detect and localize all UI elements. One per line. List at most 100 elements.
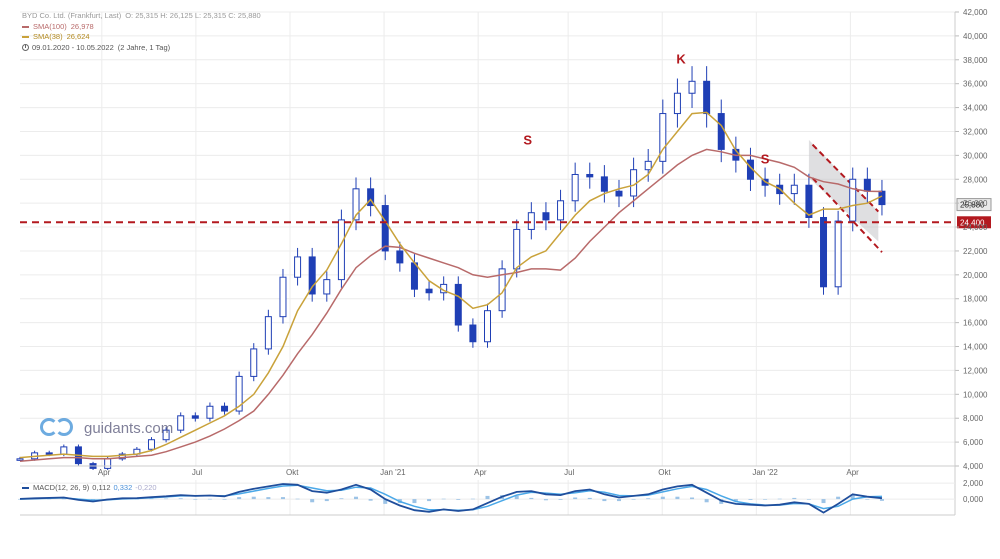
x-tick-label: Apr [846, 468, 859, 477]
macd-histogram-bar [149, 498, 154, 500]
macd-histogram-bar [777, 498, 782, 500]
macd-histogram-bar [237, 497, 242, 500]
candle-body [688, 80, 696, 94]
x-tick-label: Apr [98, 468, 111, 477]
macd-histogram-bar [616, 499, 621, 502]
chart-legend: BYD Co. Ltd. (Frankfurt, Last) O: 25,315… [22, 11, 261, 53]
candle-body [425, 288, 433, 294]
last-price-box [956, 198, 992, 212]
macd-histogram-bar [193, 499, 198, 500]
macd-histogram-bar [821, 499, 826, 504]
macd-histogram-bar [792, 497, 797, 500]
macd-histogram-bar [763, 499, 768, 500]
candle-body [527, 212, 535, 230]
candle-body [162, 429, 170, 441]
y-tick-label: 20,000 [963, 271, 988, 280]
candle-body [849, 178, 857, 222]
pattern-label: S [523, 133, 532, 148]
candle-body [410, 262, 418, 290]
candle-body [571, 173, 579, 202]
x-tick-label: Jan '21 [380, 468, 406, 477]
candle-body [60, 446, 68, 455]
y-tick-label: 4,000 [963, 462, 984, 471]
macd-histogram-bar [18, 498, 22, 500]
support-price-label: 24,400 [960, 218, 985, 227]
legend-sma100-row: SMA(100) 26,978 [22, 22, 261, 33]
macd-histogram-bar [850, 494, 855, 500]
price-candles [16, 66, 886, 470]
macd-histogram-bar [558, 499, 563, 500]
candle-body [16, 458, 24, 461]
macd-histogram-bar [485, 495, 490, 500]
candle-body [206, 405, 214, 419]
candle-body [717, 113, 725, 150]
macd-histogram-bar [339, 498, 344, 500]
x-tick-label: Jul [192, 468, 202, 477]
candle-body [308, 256, 316, 295]
macd-label: MACD(12, 26, 9) [33, 483, 90, 492]
candle-body [323, 279, 331, 295]
candle-body [235, 375, 243, 412]
macd-legend: MACD(12, 26, 9) 0,112 0,332 -0,220 [22, 483, 157, 492]
macd-tick-label: 0,000 [963, 495, 984, 504]
y-tick-label: 36,000 [963, 80, 988, 89]
sma100-line [19, 148, 883, 462]
candle-body [615, 190, 623, 197]
candle-body [542, 212, 550, 221]
macd-histogram-bar [266, 497, 271, 500]
y-tick-label: 24,000 [963, 223, 988, 232]
candle-body [586, 173, 594, 178]
candle-body [45, 452, 53, 455]
candle-body [790, 184, 798, 195]
moving-averages [19, 111, 883, 462]
macd-histogram-bar [660, 496, 665, 500]
candle-body [484, 310, 491, 343]
candle-body [294, 256, 302, 278]
macd-histogram-bar [690, 497, 695, 500]
macd-histogram-bar [368, 499, 373, 501]
candle-body [104, 458, 112, 469]
candle-body [659, 113, 667, 162]
axes: 4,000 6,000 8,000 10,000 12,000 14,000 16,000 1… [20, 8, 988, 515]
macd-histogram-bar [456, 499, 461, 500]
pattern-labels: S K S [523, 51, 769, 166]
y-tick-label: 34,000 [963, 104, 988, 113]
y-tick-label: 18,000 [963, 295, 988, 304]
macd-histogram-bar [879, 499, 884, 501]
support-line: 24,400 25,880 [20, 198, 992, 229]
y-tick-label: 8,000 [963, 414, 984, 423]
candle-body [820, 216, 828, 288]
sma38-label: SMA(38) [33, 32, 63, 41]
macd-histogram-bar [748, 499, 753, 500]
channel-lower-line [811, 177, 883, 253]
candle-body [118, 453, 126, 460]
macd-histogram-bar [646, 498, 651, 500]
macd-histogram-bar [529, 497, 534, 500]
candle-body [396, 250, 404, 264]
candle-body [805, 184, 813, 218]
macd-histogram-bar [310, 499, 315, 503]
macd-histogram-bar [865, 499, 870, 500]
macd-histogram-bar [602, 499, 607, 502]
y-tick-label: 28,000 [963, 175, 988, 184]
macd-histogram-bar [573, 497, 578, 500]
macd-histogram-bar [733, 499, 738, 502]
macd-histogram-bar [543, 499, 548, 501]
y-tick-label: 32,000 [963, 127, 988, 136]
y-tick-label: 30,000 [963, 151, 988, 160]
channel-upper-line [811, 143, 880, 213]
candle-body [878, 190, 886, 206]
macd-histogram-bar [324, 499, 329, 502]
macd-histogram-bar [61, 498, 66, 500]
macd-histogram-bar [427, 499, 432, 502]
macd-histogram-bar [354, 496, 359, 500]
signal-value: 0,332 [113, 483, 133, 492]
macd-histogram-bar [280, 497, 285, 500]
macd-histogram-bar [806, 499, 811, 500]
period-detail: (2 Jahre, 1 Tag) [117, 42, 171, 52]
candle-body [557, 200, 565, 221]
candle-body [264, 316, 272, 350]
candle-body [381, 205, 389, 252]
macd-histogram-bar [164, 498, 169, 500]
